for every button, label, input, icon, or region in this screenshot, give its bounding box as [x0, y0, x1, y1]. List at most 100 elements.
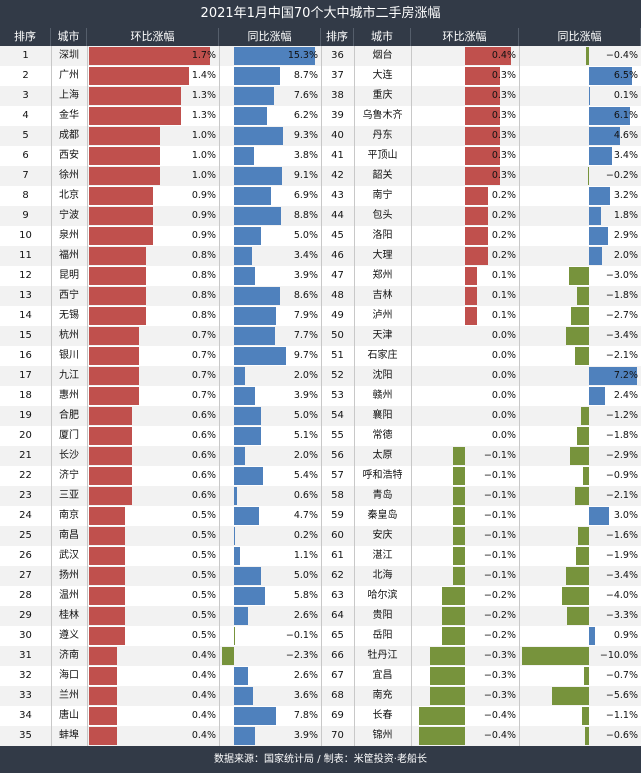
- rank-cell: 52: [331, 370, 344, 381]
- city-cell: 厦门: [59, 430, 79, 441]
- yoy-label: −2.1%: [605, 350, 638, 361]
- mom-label: 0.9%: [191, 230, 216, 241]
- rank-cell: 30: [19, 630, 32, 641]
- mom-label: 0.3%: [491, 150, 516, 161]
- mom-bar: [89, 407, 132, 425]
- yoy-label: −0.9%: [605, 470, 638, 481]
- yoy-label: −1.6%: [605, 530, 638, 541]
- yoy-bar: [234, 327, 276, 345]
- city-cell: 大连: [372, 70, 393, 81]
- yoy-label: 6.2%: [293, 110, 318, 121]
- city-cell: 呼和浩特: [362, 470, 403, 481]
- mom-label: −0.2%: [483, 630, 516, 641]
- yoy-bar: [234, 167, 283, 185]
- yoy-label: 3.9%: [293, 730, 318, 741]
- mom-bar: [465, 287, 477, 305]
- yoy-label: −2.3%: [285, 650, 318, 661]
- city-cell: 重庆: [372, 90, 393, 101]
- mom-label: −0.1%: [483, 530, 516, 541]
- yoy-bar: [589, 367, 637, 385]
- table-row: 24 南京 0.5% 4.7% 59 秦皇岛 −0.1% 3.0%: [0, 506, 641, 526]
- city-cell: 合肥: [59, 410, 79, 421]
- yoy-bar: [589, 107, 630, 125]
- mom-bar: [89, 567, 125, 585]
- rank-cell: 41: [331, 150, 344, 161]
- mom-bar: [89, 227, 153, 245]
- mom-bar: [89, 507, 125, 525]
- yoy-bar: [234, 367, 245, 385]
- header-rank-1: 排序: [0, 28, 51, 46]
- yoy-bar: [589, 207, 601, 225]
- rank-cell: 35: [19, 730, 32, 741]
- city-cell: 济宁: [59, 470, 79, 481]
- yoy-label: −0.7%: [605, 670, 638, 681]
- yoy-label: −2.1%: [605, 490, 638, 501]
- city-cell: 泸州: [372, 310, 393, 321]
- rank-cell: 66: [331, 650, 344, 661]
- yoy-bar: [581, 407, 589, 425]
- rank-cell: 5: [22, 130, 29, 141]
- table-row: 5 成都 1.0% 9.3% 40 丹东 0.3% 4.6%: [0, 126, 641, 146]
- mom-bar: [465, 247, 489, 265]
- yoy-bar: [234, 47, 316, 65]
- column-divider: [87, 46, 88, 746]
- rank-cell: 49: [331, 310, 344, 321]
- mom-label: −0.1%: [483, 550, 516, 561]
- mom-label: 0.0%: [491, 350, 516, 361]
- yoy-label: 7.7%: [293, 330, 318, 341]
- header-city-1: 城市: [51, 28, 87, 46]
- mom-bar: [465, 67, 500, 85]
- yoy-label: 3.0%: [613, 510, 638, 521]
- mom-label: 0.8%: [191, 290, 216, 301]
- rank-cell: 44: [331, 210, 344, 221]
- yoy-label: 5.1%: [293, 430, 318, 441]
- mom-bar: [89, 247, 146, 265]
- yoy-bar: [234, 427, 262, 445]
- yoy-label: −5.6%: [605, 690, 638, 701]
- city-cell: 常德: [372, 430, 393, 441]
- rank-cell: 53: [331, 390, 344, 401]
- yoy-label: 5.8%: [293, 590, 318, 601]
- city-cell: 南昌: [59, 530, 79, 541]
- mom-bar: [89, 667, 118, 685]
- yoy-bar: [234, 487, 238, 505]
- mom-label: 0.6%: [191, 410, 216, 421]
- table-row: 25 南昌 0.5% 0.2% 60 安庆 −0.1% −1.6%: [0, 526, 641, 546]
- yoy-label: −3.4%: [605, 330, 638, 341]
- table-row: 13 西宁 0.8% 8.6% 48 吉林 0.1% −1.8%: [0, 286, 641, 306]
- yoy-label: 3.4%: [293, 250, 318, 261]
- mom-label: 0.0%: [491, 430, 516, 441]
- yoy-label: −2.7%: [605, 310, 638, 321]
- city-cell: 岳阳: [372, 630, 393, 641]
- yoy-bar: [234, 467, 263, 485]
- source-footer: 数据来源：国家统计局 / 制表：米筐投资·老船长: [0, 746, 641, 773]
- city-cell: 广州: [59, 70, 79, 81]
- rank-cell: 13: [19, 290, 32, 301]
- city-cell: 海口: [59, 670, 79, 681]
- table-row: 33 兰州 0.4% 3.6% 68 南充 −0.3% −5.6%: [0, 686, 641, 706]
- rank-cell: 19: [19, 410, 32, 421]
- mom-bar: [89, 87, 182, 105]
- yoy-label: 8.8%: [293, 210, 318, 221]
- city-cell: 南充: [372, 690, 393, 701]
- rank-cell: 50: [331, 330, 344, 341]
- mom-bar: [465, 107, 500, 125]
- city-cell: 温州: [59, 590, 79, 601]
- yoy-bar: [589, 127, 620, 145]
- rank-cell: 42: [331, 170, 344, 181]
- header-yoy-1: 同比涨幅: [219, 28, 321, 46]
- yoy-label: −4.0%: [605, 590, 638, 601]
- rank-cell: 55: [331, 430, 344, 441]
- yoy-label: −0.1%: [285, 630, 318, 641]
- mom-label: 0.1%: [491, 290, 516, 301]
- rank-cell: 58: [331, 490, 344, 501]
- yoy-label: 2.4%: [613, 390, 638, 401]
- table-row: 10 泉州 0.9% 5.0% 45 洛阳 0.2% 2.9%: [0, 226, 641, 246]
- rank-cell: 17: [19, 370, 32, 381]
- yoy-bar: [234, 587, 265, 605]
- yoy-label: 3.6%: [293, 690, 318, 701]
- mom-label: −0.1%: [483, 470, 516, 481]
- table-row: 27 扬州 0.5% 5.0% 62 北海 −0.1% −3.4%: [0, 566, 641, 586]
- mom-label: −0.1%: [483, 570, 516, 581]
